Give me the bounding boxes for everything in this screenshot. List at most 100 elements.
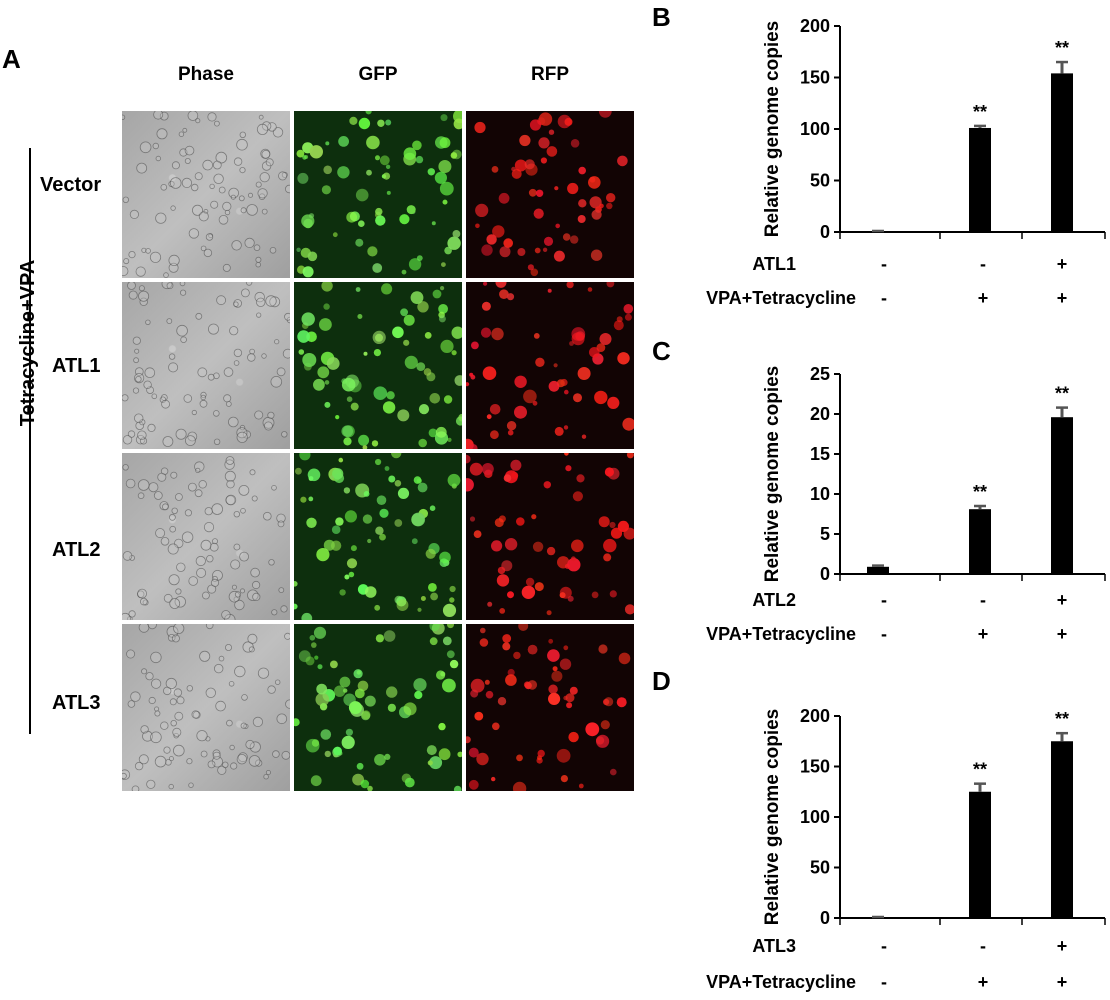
cell-spot <box>468 779 479 790</box>
cell-outline <box>186 685 193 692</box>
cell-spot <box>309 145 323 159</box>
cell-outline <box>165 677 177 690</box>
cell-spot <box>310 775 322 787</box>
cell-spot <box>600 720 610 730</box>
cell-spot <box>573 393 582 403</box>
cell-outline <box>198 211 209 222</box>
cell-spot <box>317 664 323 670</box>
cell-spot <box>553 363 558 368</box>
cell-outline <box>196 730 208 742</box>
cell-spot <box>502 642 511 651</box>
cell-outline <box>171 161 180 170</box>
cell-outline <box>256 312 262 318</box>
cell-outline <box>202 591 210 600</box>
cell-spot <box>301 312 315 326</box>
bar <box>1051 741 1073 918</box>
cell-spot <box>568 731 579 743</box>
factor-level: - <box>881 936 887 956</box>
cell-spot <box>617 155 628 167</box>
cell-outline <box>169 177 182 189</box>
cell-outline <box>168 783 174 790</box>
factor-level: - <box>881 624 887 644</box>
cell-outline <box>153 111 164 120</box>
cell-spot <box>383 630 396 642</box>
cell-spot <box>385 164 391 169</box>
cell-spot <box>519 134 531 147</box>
cell-spot <box>435 426 447 438</box>
cell-spot <box>599 203 604 209</box>
cell-spot <box>473 530 482 538</box>
cell-spot <box>548 692 561 705</box>
cell-spot <box>401 269 407 275</box>
cell-spot <box>431 221 436 226</box>
cell-spot <box>551 670 563 682</box>
factor-level: + <box>978 288 989 308</box>
cell-spot <box>534 247 541 254</box>
cell-outline <box>274 679 281 685</box>
cell-spot <box>443 395 453 404</box>
cell-spot <box>475 203 489 217</box>
cell-spot <box>626 453 634 459</box>
gfp-cells <box>296 111 462 278</box>
cell-outline <box>122 464 129 471</box>
cell-outline <box>276 513 286 524</box>
cell-spot <box>373 349 381 357</box>
cell-outline <box>258 114 264 120</box>
cell-outline <box>209 542 219 552</box>
phase-cells <box>122 111 290 278</box>
cell-outline <box>171 507 178 514</box>
cell-outline <box>230 194 236 200</box>
cell-spot <box>469 516 476 522</box>
cell-outline <box>127 282 136 290</box>
cell-outline <box>145 319 151 325</box>
cell-outline <box>168 254 180 266</box>
cell-outline <box>205 624 214 630</box>
cell-spot <box>394 480 402 487</box>
cell-outline <box>215 151 228 164</box>
cell-spot <box>362 445 368 449</box>
cell-outline <box>169 525 176 533</box>
cell-outline <box>212 751 221 760</box>
cell-spot <box>469 372 474 377</box>
cell-spot <box>604 697 614 707</box>
cell-spot <box>439 551 451 564</box>
cell-outline <box>265 158 274 167</box>
cell-outline <box>255 297 266 307</box>
cell-spot <box>404 355 418 369</box>
cell-spot <box>294 718 300 727</box>
cell-spot <box>474 121 486 134</box>
cell-spot <box>388 475 396 483</box>
cell-outline <box>218 215 229 225</box>
cell-outline <box>213 410 220 417</box>
cell-spot <box>499 246 511 258</box>
cell-spot <box>450 152 458 159</box>
factor-level: - <box>881 254 887 274</box>
cell-spot <box>569 686 578 695</box>
cell-spot <box>301 214 315 228</box>
cell-outline <box>214 120 220 127</box>
bar <box>867 231 889 233</box>
cell-spot <box>453 118 462 130</box>
cell-spot <box>343 487 351 494</box>
cell-spot <box>367 246 378 257</box>
cell-outline <box>184 509 193 517</box>
cell-spot <box>503 474 512 482</box>
cell-spot <box>356 670 361 675</box>
cell-outline <box>179 289 187 296</box>
cell-outline <box>252 580 261 590</box>
cell-outline <box>241 288 250 298</box>
cell-spot <box>429 637 438 646</box>
cell-spot <box>363 491 370 497</box>
significance-label: ** <box>973 102 987 122</box>
cell-spot <box>466 478 474 492</box>
cell-outline <box>134 348 140 354</box>
cell-outline <box>238 485 250 496</box>
cell-spot <box>447 236 461 250</box>
cell-outline <box>126 649 136 659</box>
cell-outline <box>228 416 239 428</box>
cell-spot <box>452 230 461 238</box>
cell-outline <box>137 588 148 599</box>
cell-spot <box>307 468 321 482</box>
cell-spot <box>528 188 537 197</box>
panel-a-letter: A <box>2 44 21 74</box>
